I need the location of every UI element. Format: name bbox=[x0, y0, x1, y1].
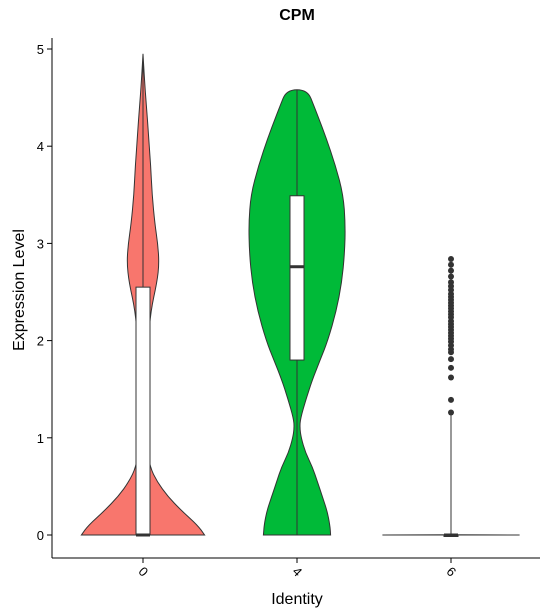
x-axis-title: Identity bbox=[271, 591, 323, 608]
y-tick-label: 5 bbox=[37, 42, 44, 57]
outlier-point bbox=[448, 273, 454, 280]
y-tick-label: 1 bbox=[37, 431, 44, 446]
y-axis-title: Expression Level bbox=[11, 229, 28, 351]
outlier-point bbox=[448, 409, 454, 416]
outlier-point bbox=[448, 396, 454, 403]
outlier-point bbox=[448, 374, 454, 381]
outlier-point bbox=[448, 267, 454, 274]
x-tick-label: 4 bbox=[289, 564, 305, 580]
plot-area bbox=[80, 53, 520, 537]
y-tick-label: 0 bbox=[37, 528, 44, 543]
y-tick-label: 3 bbox=[37, 236, 44, 251]
outlier-point bbox=[448, 279, 454, 286]
y-tick-label: 4 bbox=[37, 139, 44, 154]
x-tick-label: 6 bbox=[443, 564, 459, 580]
outlier-point bbox=[448, 364, 454, 371]
violin-group-6 bbox=[382, 255, 520, 537]
box-4 bbox=[289, 195, 305, 361]
y-tick-label: 2 bbox=[37, 334, 44, 349]
x-tick-label: 0 bbox=[135, 564, 151, 580]
violin-group-4 bbox=[248, 89, 346, 536]
outlier-point bbox=[448, 261, 454, 268]
chart-title: CPM bbox=[279, 7, 315, 24]
box-0 bbox=[135, 286, 151, 536]
violin-group-0 bbox=[80, 53, 206, 537]
outlier-point bbox=[448, 255, 454, 262]
outlier-point bbox=[448, 356, 454, 363]
